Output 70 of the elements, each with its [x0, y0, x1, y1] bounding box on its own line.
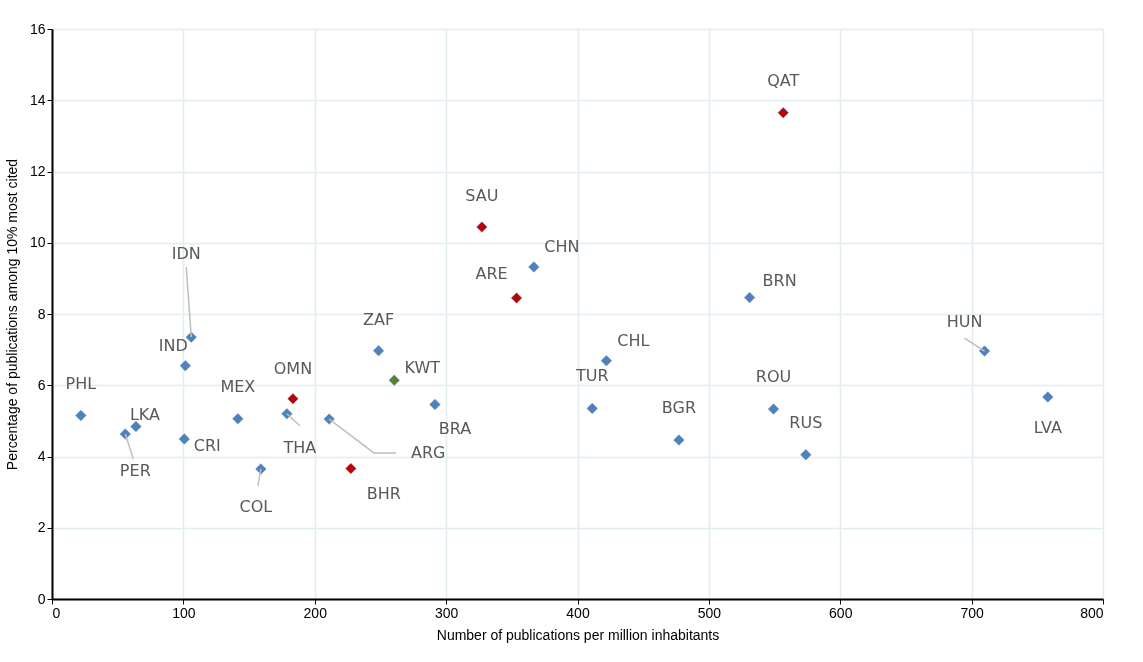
x-tick-label: 100	[172, 604, 196, 621]
annotation: BHR	[366, 483, 401, 503]
point	[345, 463, 357, 475]
x-tick-label: 700	[960, 604, 985, 621]
annotation: SAU	[465, 186, 499, 206]
annotation: BGR	[661, 398, 697, 418]
annotation: ARE	[475, 263, 508, 283]
y-tick-label: 8	[37, 305, 46, 322]
annotation: ROU	[755, 367, 792, 387]
x-tick-label: 200	[303, 604, 328, 621]
point	[287, 393, 299, 405]
y-tick-label: 14	[29, 91, 46, 108]
annotation: BRA	[438, 419, 472, 439]
point	[800, 449, 812, 461]
point	[528, 261, 540, 273]
point	[178, 433, 190, 445]
point	[586, 402, 598, 414]
annotation: PER	[119, 461, 151, 481]
annotation: MEX	[220, 376, 256, 396]
point	[75, 410, 87, 422]
y-tick-label: 16	[29, 20, 46, 37]
annotation: COL	[239, 496, 273, 516]
point	[373, 345, 385, 357]
annotation: QAT	[767, 70, 800, 90]
annotation: ZAF	[363, 309, 395, 329]
y-tick-label: 4	[37, 448, 46, 464]
point	[232, 413, 244, 425]
y-tick-label: 10	[29, 234, 46, 251]
point	[744, 292, 756, 304]
x-tick-label: 300	[434, 604, 459, 621]
point	[600, 355, 612, 367]
annotation: HUN	[946, 312, 983, 332]
annotation: KWT	[404, 358, 441, 378]
x-tick-label: 600	[829, 604, 853, 621]
point	[768, 403, 780, 415]
x-tick-label: 400	[566, 604, 590, 621]
annotation: TUR	[574, 366, 609, 386]
x-tick-label: 500	[697, 604, 722, 621]
x-axis-title: Number of publications per million inhabitants	[436, 626, 720, 643]
annotation: PHL	[65, 373, 97, 393]
x-tick-label: 800	[1080, 604, 1104, 621]
annotation: IND	[158, 335, 188, 355]
point	[476, 221, 488, 233]
point	[511, 292, 523, 304]
y-tick-label: 12	[29, 163, 46, 179]
point	[979, 345, 990, 357]
point	[1042, 391, 1054, 403]
annotation: BRN	[762, 270, 797, 290]
annotation: LVA	[1033, 418, 1062, 438]
y-tick-label: 6	[37, 376, 46, 393]
y-axis-title: Percentage of publications among 10% most cited	[3, 158, 20, 471]
annotation: CHL	[617, 330, 650, 350]
point	[179, 360, 191, 372]
annotation: RUS	[789, 412, 823, 432]
point	[777, 107, 789, 119]
x-tick-label: 0	[52, 604, 61, 621]
y-tick-label: 0	[37, 590, 46, 607]
annotation: OMN	[273, 358, 313, 378]
annotation: IDN	[171, 244, 201, 264]
annotation: LKA	[129, 404, 161, 424]
y-tick-label: 2	[37, 519, 46, 536]
annotation: CRI	[193, 436, 221, 456]
point	[429, 398, 441, 410]
point	[388, 374, 400, 386]
point	[130, 421, 142, 433]
annotation: THA	[282, 437, 317, 457]
point	[673, 434, 685, 446]
point	[281, 408, 293, 420]
annotation: ARG	[410, 443, 446, 463]
annotation: CHN	[544, 236, 580, 256]
